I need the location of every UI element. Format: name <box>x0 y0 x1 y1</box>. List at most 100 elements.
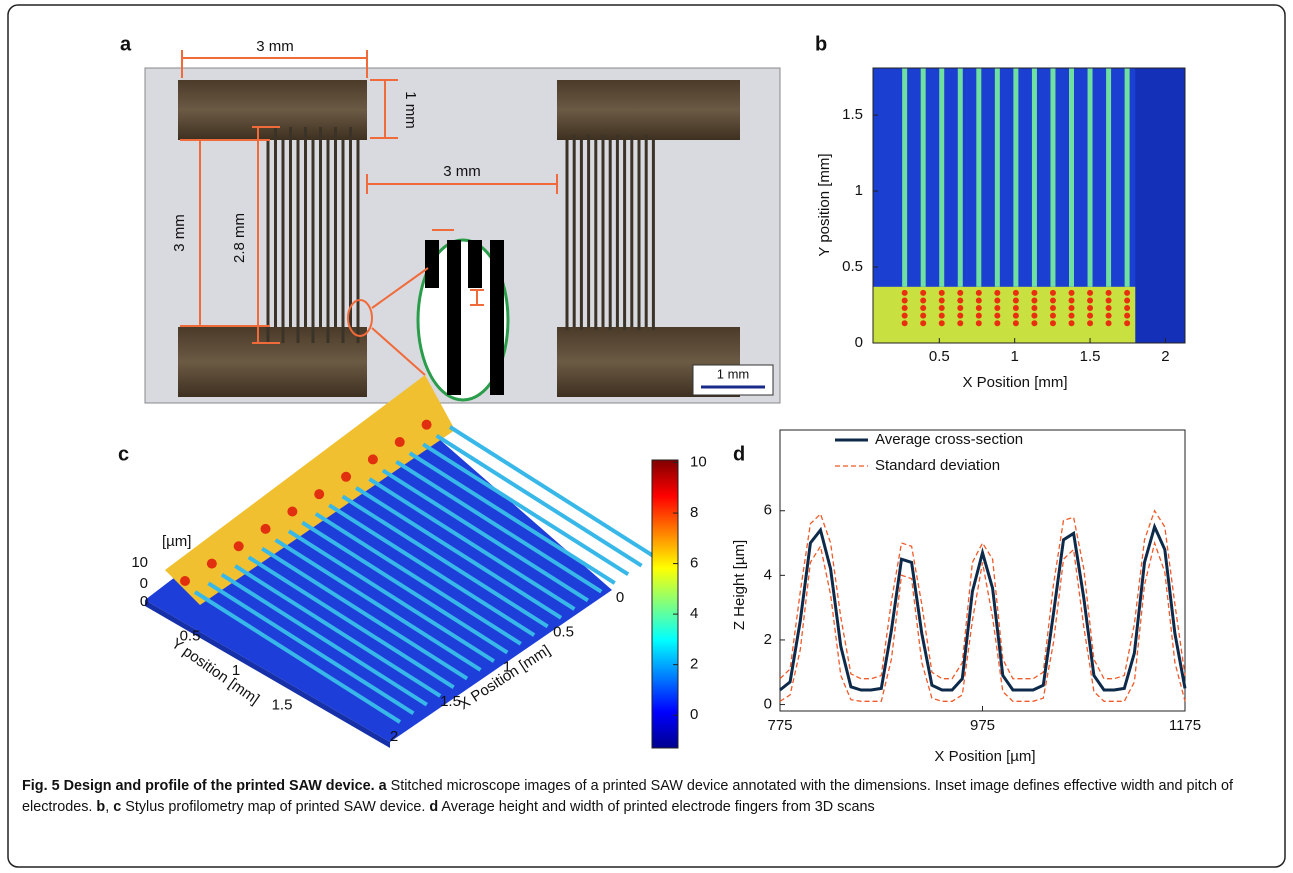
hot-spot <box>1124 305 1131 312</box>
dimension-label: 1 mm <box>402 91 419 129</box>
hot-spot <box>994 312 1001 319</box>
axes-box <box>872 67 1186 344</box>
x-tick-label: 0.5 <box>553 624 574 641</box>
hot-spot <box>920 305 927 312</box>
hot-spot <box>260 523 271 534</box>
hot-spot <box>1105 297 1112 304</box>
finger-ridge <box>368 477 576 611</box>
hot-spot <box>1087 305 1094 312</box>
colorbar-tick-label: 6 <box>690 555 698 572</box>
caption-text: , <box>105 799 114 815</box>
std-line <box>779 540 1186 702</box>
finger-ridge <box>301 520 509 655</box>
hot-spot <box>1087 312 1094 319</box>
hot-spot <box>1049 289 1056 296</box>
hot-spot <box>287 506 298 517</box>
caption-text: d <box>429 799 439 815</box>
y-tick-label: 6 <box>764 502 772 519</box>
hot-spot <box>901 312 908 319</box>
x-tick-label: 1.5 <box>1080 348 1101 365</box>
finger-ridge <box>422 442 630 577</box>
finger-ridge <box>274 538 482 672</box>
map-background <box>1135 68 1185 343</box>
hot-spot <box>1105 305 1112 312</box>
x-tick-label: 2 <box>390 728 398 745</box>
microscope-image <box>144 50 781 404</box>
hot-spot <box>1049 320 1056 327</box>
caption-text: b <box>96 799 106 815</box>
caption-text: Stitched microscope images of a printed … <box>22 778 1233 815</box>
hot-spot <box>901 297 908 304</box>
legend-label: Average cross-section <box>875 431 1023 448</box>
hot-spot <box>180 576 190 586</box>
x-tick-label: 2 <box>1161 348 1169 365</box>
hot-spot <box>957 305 964 312</box>
hot-spot <box>1049 312 1056 319</box>
y-tick-label: 0.5 <box>180 627 201 644</box>
surface-3d <box>145 375 657 748</box>
panel-letter: d <box>733 443 745 465</box>
colorbar-box <box>651 459 679 749</box>
bus-bar <box>873 286 1136 343</box>
panel-letter: c <box>118 443 129 465</box>
hot-spot <box>975 305 982 312</box>
y-tick-label: 0 <box>764 696 772 713</box>
finger-ridge <box>247 555 455 689</box>
y-tick-label: 2 <box>764 631 772 648</box>
panel-letter: b <box>815 33 827 55</box>
finger-ridge <box>287 529 496 663</box>
x-tick-label: 1 <box>1011 348 1019 365</box>
x-tick-label: 1175 <box>1169 717 1201 734</box>
hot-spot <box>901 305 908 312</box>
hot-spot <box>1124 297 1131 304</box>
caption-text: c <box>113 799 122 815</box>
x-tick-label: 0 <box>616 589 624 606</box>
hot-spot <box>394 437 405 448</box>
finger-ridge <box>234 564 442 698</box>
mean-line <box>779 522 1187 692</box>
hot-spot <box>901 289 908 296</box>
hot-spot <box>421 419 432 430</box>
frame <box>7 4 1286 868</box>
hot-spot <box>1012 297 1019 304</box>
finger-ridge <box>408 451 616 585</box>
hot-spot <box>206 558 217 569</box>
hot-spot <box>920 289 927 296</box>
y-axis-label: Y position [mm] <box>816 153 833 256</box>
hot-spot <box>1012 320 1019 327</box>
hot-spot <box>1124 320 1131 327</box>
hot-spot <box>1031 289 1038 296</box>
hot-spot <box>938 305 945 312</box>
hot-spot <box>994 289 1001 296</box>
hot-spot <box>1087 297 1094 304</box>
x-tick-label: 1 <box>503 658 511 675</box>
hot-spot <box>1105 312 1112 319</box>
hot-spot <box>1068 320 1075 327</box>
hot-spot <box>1012 289 1019 296</box>
x-axis-label: X Position [mm] <box>962 374 1067 391</box>
colorbar-tick-label: 2 <box>690 656 698 673</box>
hot-spot <box>341 471 352 482</box>
hot-spot <box>957 289 964 296</box>
std-line <box>779 509 1186 680</box>
finger-ridge <box>314 512 522 646</box>
hot-spot <box>1068 305 1075 312</box>
hot-spot <box>920 312 927 319</box>
hot-spot <box>1105 289 1112 296</box>
hot-spot <box>1124 312 1131 319</box>
hot-spot <box>367 454 378 465</box>
hot-spot <box>957 312 964 319</box>
dimension-label: 2.8 mm <box>231 213 248 263</box>
hot-spot <box>1068 297 1075 304</box>
hot-spot <box>938 297 945 304</box>
hot-spot <box>920 297 927 304</box>
hot-spot <box>1087 320 1094 327</box>
hot-spot <box>1031 312 1038 319</box>
z-tick-label: 10 <box>131 554 148 571</box>
hot-spot <box>1105 320 1112 327</box>
x-tick-label: 1.5 <box>440 693 461 710</box>
hot-spot <box>1068 312 1075 319</box>
y-tick-label: 0 <box>855 334 863 351</box>
hot-spot <box>938 312 945 319</box>
